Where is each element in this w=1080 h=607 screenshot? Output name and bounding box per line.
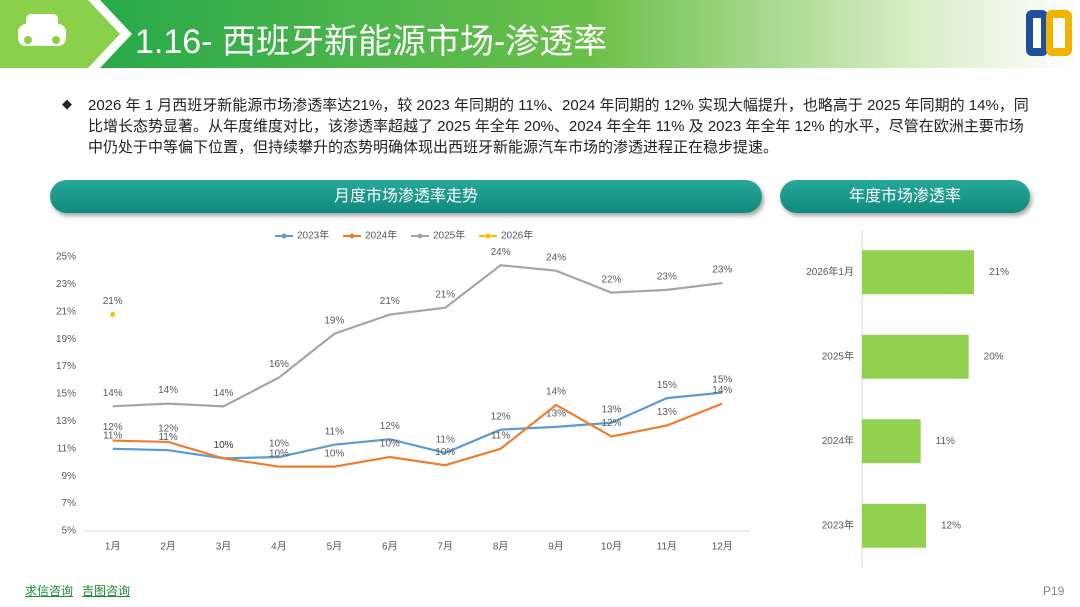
bar — [862, 503, 926, 548]
page-number: P19 — [1043, 584, 1065, 598]
y-tick-label: 2023年 — [822, 518, 854, 531]
x-tick-label: 9月 — [548, 541, 564, 553]
y-tick-label: 5% — [62, 526, 77, 537]
y-tick-label: 23% — [56, 279, 76, 290]
data-label: 11% — [103, 430, 122, 441]
y-tick-label: 2025年 — [822, 349, 854, 362]
data-line — [112, 391, 723, 460]
section-tab: 年度市场渗透率 — [780, 180, 1030, 213]
legend-label: 2023年 — [297, 229, 329, 242]
legend-marker — [485, 233, 491, 239]
y-tick-label: 11% — [57, 443, 76, 454]
data-line — [112, 264, 723, 408]
data-label: 11% — [325, 426, 344, 437]
data-label: 21% — [435, 289, 455, 300]
y-tick-label: 15% — [56, 389, 76, 400]
y-tick-label: 13% — [56, 416, 76, 427]
x-tick-label: 8月 — [493, 541, 509, 553]
y-tick-label: 21% — [56, 306, 76, 317]
data-label: 15% — [657, 380, 677, 391]
y-tick-label: 2024年 — [822, 434, 854, 447]
data-label: 10% — [380, 439, 400, 450]
data-line — [112, 402, 723, 468]
data-label: 16% — [269, 359, 289, 370]
data-label: 23% — [657, 272, 677, 283]
bar — [862, 334, 969, 379]
x-tick-label: 2月 — [160, 541, 176, 553]
data-point — [110, 312, 116, 318]
header-band — [0, 0, 1080, 68]
data-label: 10% — [269, 439, 289, 450]
x-tick-label: 4月 — [271, 541, 287, 553]
data-label: 15% — [712, 374, 732, 385]
x-tick-label: 10月 — [601, 541, 622, 553]
x-tick-label: 6月 — [382, 541, 398, 553]
data-label: 19% — [324, 315, 344, 326]
data-label: 11% — [436, 435, 455, 446]
bar — [862, 250, 974, 295]
data-label: 11% — [491, 430, 510, 441]
y-tick-label: 9% — [62, 471, 77, 482]
data-label: 12% — [103, 422, 123, 433]
data-label: 10% — [435, 447, 455, 458]
footer-link[interactable]: 吉图咨询 — [82, 584, 131, 598]
data-label: 11% — [158, 432, 177, 443]
data-label: 11% — [936, 436, 955, 447]
data-label: 24% — [546, 252, 566, 263]
data-label: 21% — [989, 267, 1009, 278]
data-label: 13% — [546, 409, 566, 420]
x-tick-label: 1月 — [105, 541, 121, 553]
y-tick-label: 2026年1月 — [806, 265, 854, 278]
data-label: 10% — [324, 448, 344, 459]
data-label: 13% — [601, 404, 621, 415]
data-label: 14% — [158, 385, 178, 396]
y-tick-label: 19% — [56, 334, 76, 345]
data-label: 12% — [491, 411, 511, 422]
legend-marker — [417, 233, 423, 239]
x-tick-label: 11月 — [657, 541, 677, 553]
bullet: ◆ — [62, 96, 72, 111]
legend-label: 2024年 — [365, 229, 397, 242]
legend-label: 2026年 — [501, 229, 533, 242]
x-tick-label: 12月 — [712, 541, 733, 553]
y-tick-label: 7% — [62, 498, 77, 509]
data-label: 12% — [380, 421, 400, 432]
data-label: 12% — [158, 424, 178, 435]
legend-label: 2025年 — [433, 229, 465, 242]
section-tab: 月度市场渗透率走势 — [50, 180, 762, 213]
data-label: 13% — [657, 407, 677, 418]
y-tick-label: 17% — [56, 361, 76, 372]
data-label: 21% — [103, 296, 123, 307]
y-tick-label: 25% — [56, 252, 76, 263]
x-tick-label: 7月 — [437, 541, 453, 553]
data-label: 14% — [546, 387, 566, 398]
data-label: 14% — [712, 385, 732, 396]
bar — [862, 419, 921, 464]
data-label: 10% — [269, 448, 289, 459]
legend-marker — [281, 233, 287, 239]
x-tick-label: 5月 — [327, 541, 343, 553]
summary-text: 2026 年 1 月西班牙新能源市场渗透率达21%，较 2023 年同期的 11… — [88, 97, 1029, 156]
data-label: 12% — [941, 520, 961, 531]
data-label: 12% — [601, 418, 621, 429]
data-label: 10% — [214, 440, 234, 451]
data-label: 14% — [214, 388, 234, 399]
data-label: 14% — [103, 388, 123, 399]
x-tick-label: 3月 — [216, 541, 232, 553]
legend-marker — [349, 233, 355, 239]
footer-link[interactable]: 求信咨询 — [25, 584, 74, 598]
slide-title: 1.16- 西班牙新能源市场-渗透率 — [135, 23, 608, 61]
data-label: 10% — [214, 440, 234, 451]
data-label: 23% — [712, 265, 732, 276]
data-label: 24% — [491, 247, 511, 258]
data-label: 21% — [380, 296, 400, 307]
data-label: 20% — [984, 351, 1004, 362]
data-label: 22% — [601, 274, 621, 285]
